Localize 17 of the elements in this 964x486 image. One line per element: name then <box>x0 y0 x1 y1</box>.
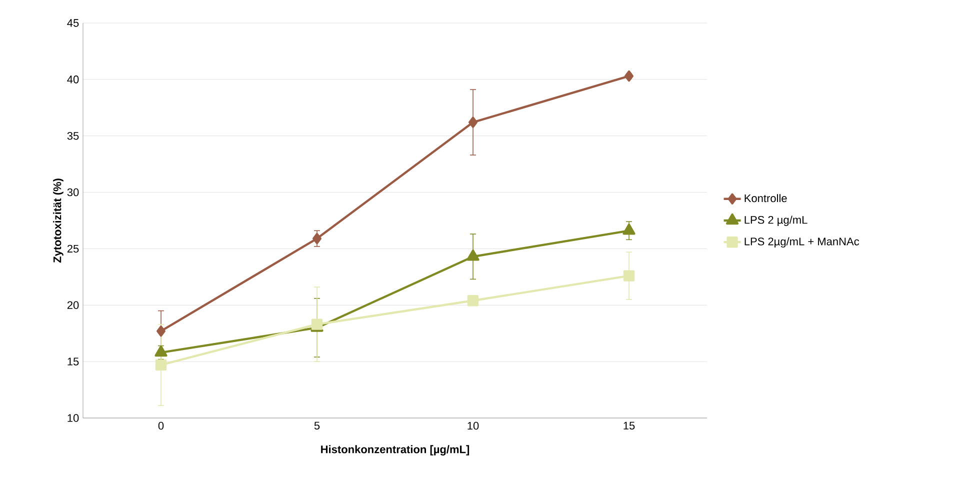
y-tick-label: 35 <box>67 132 79 140</box>
x-tick-label: 10 <box>468 422 479 430</box>
x-tick-label: 15 <box>624 422 635 430</box>
x-tick-label: 0 <box>158 422 164 430</box>
legend-label: LPS 2 µg/mL <box>744 216 808 226</box>
y-tick-label: 25 <box>67 244 79 253</box>
y-tick-label: 20 <box>67 301 79 310</box>
y-axis-title: Zytotoxizität (%) <box>53 178 64 263</box>
y-tick-label: 30 <box>67 188 79 196</box>
legend-label: Kontrolle <box>744 194 787 202</box>
y-tick-label: 15 <box>68 358 79 366</box>
y-tick-label: 10 <box>68 414 79 422</box>
x-axis-title: Histonkonzentration [µg/mL] <box>321 445 470 456</box>
y-tick-label: 40 <box>67 76 79 84</box>
y-tick-label: 45 <box>67 19 79 27</box>
legend-label: LPS 2µg/mL + ManNAc <box>744 237 860 248</box>
x-tick-label: 5 <box>314 422 320 430</box>
